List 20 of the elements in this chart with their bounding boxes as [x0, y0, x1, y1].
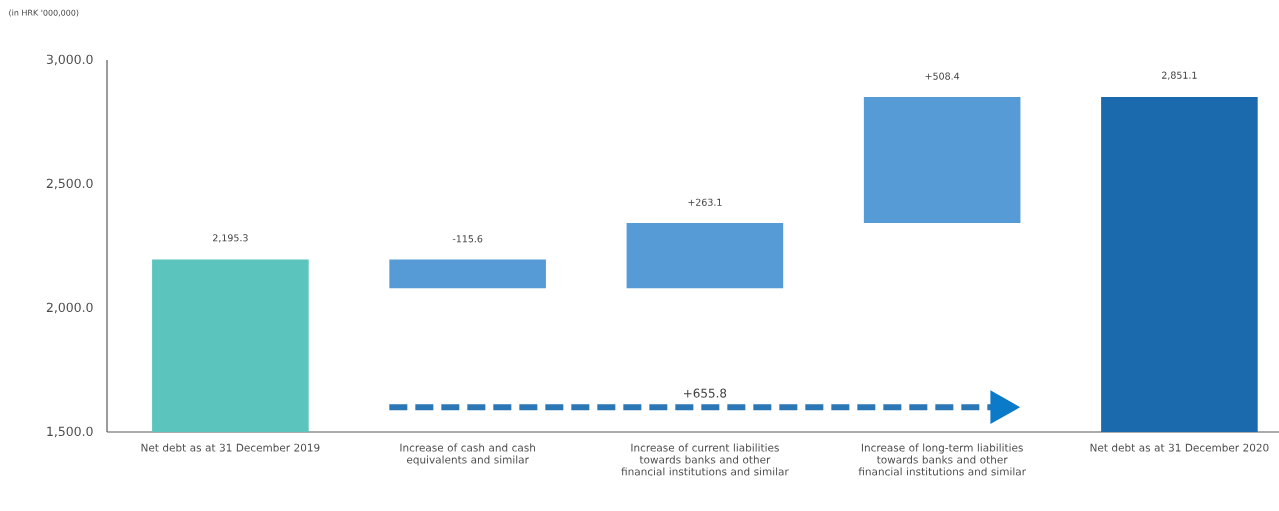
- x-tick-label: Net debt as at 31 December 2020: [1090, 443, 1269, 452]
- data-label: -115.6: [452, 235, 483, 243]
- x-tick-label: Increase of current liabilities towards banks and other financial institutions and similar: [621, 443, 789, 476]
- bar: [1101, 96, 1258, 432]
- y-tick-label: 3,000.0: [46, 54, 93, 66]
- x-tick-label: Net debt as at 31 December 2019: [141, 443, 320, 452]
- bar: [389, 259, 546, 289]
- y-tick-label: 2,500.0: [46, 178, 93, 190]
- x-tick-label: Increase of cash and cash equivalents and similar: [400, 443, 535, 466]
- data-label: 2,851.1: [1162, 71, 1197, 80]
- data-label: +263.1: [688, 198, 722, 206]
- bar: [152, 259, 309, 432]
- annotation: +655.8: [684, 388, 727, 398]
- bar: [626, 222, 784, 289]
- bar: [863, 96, 1021, 223]
- y-tick-label: 1,500.0: [47, 426, 93, 438]
- y-tick-label: 2,000.0: [46, 302, 93, 314]
- data-label: 2,195.3: [213, 234, 248, 243]
- data-label: +508.4: [925, 72, 960, 80]
- x-tick-label: Increase of long-term liabilities towards banks and other financial institutions and similar: [858, 443, 1026, 476]
